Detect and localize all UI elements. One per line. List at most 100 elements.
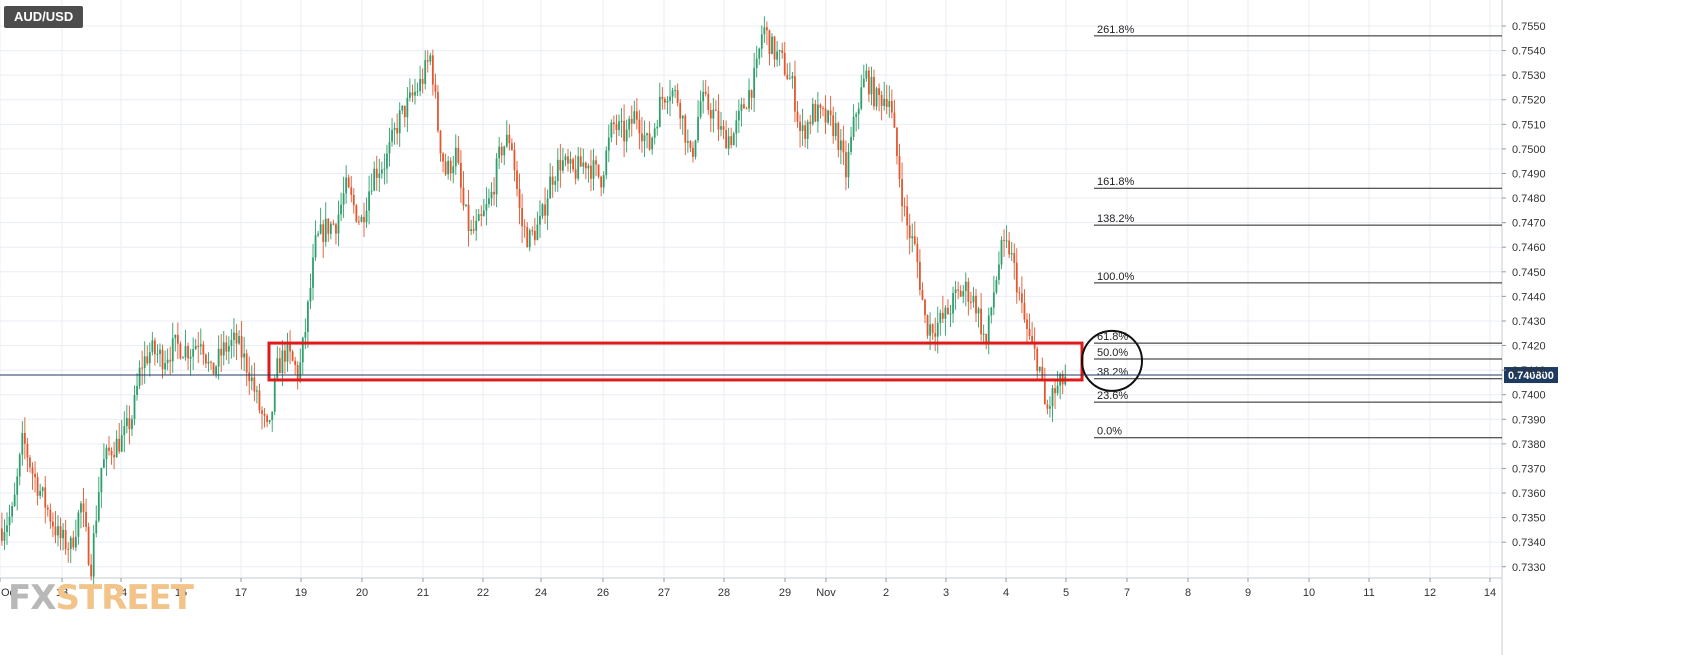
candle-body [788,78,791,80]
candle-body [439,130,442,154]
candle-body [493,191,495,195]
candle-body [416,91,419,93]
candle-body [564,156,567,161]
y-tick-label: 0.7350 [1512,513,1546,525]
candle-body [197,345,200,347]
candle-body [164,363,166,370]
candle-body [732,133,735,146]
candle-body [411,92,414,96]
logo-part-2: STREET [55,578,194,618]
candle-body [8,516,11,526]
candle-body [987,315,990,342]
candle-body [809,121,812,124]
candle-body [615,124,618,130]
candle-body [6,525,8,532]
candle-body [210,361,212,363]
candle-body [518,188,521,209]
candle-body [635,111,638,120]
candle-body [233,332,235,340]
fib-label: 138.2% [1097,213,1135,225]
candle-body [470,229,472,231]
candle-body [92,533,95,577]
candle-body [661,96,664,99]
candle-body [924,299,926,316]
candle-body [11,506,13,517]
y-tick-label: 0.7470 [1512,218,1546,230]
candle-body [697,117,699,141]
candle-body [301,337,304,363]
candle-body [686,141,689,143]
candle-body [500,146,503,156]
candle-body [18,454,21,477]
grid [0,0,1503,655]
candle-body [189,356,192,359]
candle-body [110,450,113,456]
candle-body [931,324,934,334]
candle-body [169,359,172,362]
fib-label: 100.0% [1097,271,1135,283]
candle-body [327,218,330,234]
candle-body [360,216,363,222]
candle-body [513,149,516,171]
candle-body [80,503,82,513]
candle-body [3,531,6,541]
candle-body [539,216,541,225]
candle-body [475,220,478,231]
candle-body [546,198,549,216]
candle-body [600,176,603,188]
y-tick-label: 0.7430 [1512,316,1546,328]
candle-body [419,78,421,92]
candle-body [138,367,141,386]
candle-body [1043,378,1046,405]
candle-body [758,48,761,59]
candle-body [590,165,592,179]
candle-body [424,60,427,84]
x-tick-label: Oct [1,587,18,599]
candle-body [278,358,281,374]
candle-body [569,159,572,164]
candle-body [148,352,151,364]
candle-body [901,179,903,207]
candle-body [166,359,169,364]
time-axis: Oct 13 14 15 17 19 20 21 22 24 26 27 28 29 Nov 2 3 4 5 7 8 9 1… [0,578,1496,599]
candle-body [1023,302,1026,320]
candle-body [720,126,722,130]
candle-body [409,92,411,98]
x-tick-label: 4 [1003,587,1009,599]
candle-body [396,128,399,134]
x-tick-label: 21 [417,587,429,599]
candle-body [358,221,360,223]
symbol-badge[interactable]: AUD/USD [4,6,84,28]
candle-body [781,50,784,53]
candle-body [220,348,223,356]
y-tick-label: 0.7390 [1512,414,1546,426]
candle-body [105,447,108,460]
candle-body [477,214,480,221]
candle-body [694,140,697,157]
y-tick-label: 0.7490 [1512,168,1546,180]
candle-body [202,344,205,355]
candle-body [954,289,957,294]
candle-body [737,110,740,121]
candle-body [13,494,16,507]
candle-body [480,214,483,216]
candle-body [194,345,197,350]
x-tick-label: 12 [1424,587,1436,599]
candle-body [1031,335,1033,342]
candle-body [36,477,39,496]
candle-body [322,224,325,242]
candle-body [551,176,554,185]
candle-body [503,146,506,156]
x-tick-label: 29 [779,587,791,599]
candle-body [679,102,682,119]
candle-body [225,342,228,352]
fib-label: 0.0% [1097,426,1122,438]
candle-body [727,136,730,149]
candle-body [516,170,518,189]
y-tick-label: 0.7400 [1512,390,1546,402]
candle-body [296,365,299,379]
candle-body [1028,329,1031,336]
y-tick-label: 0.7530 [1512,70,1546,82]
candle-body [52,521,54,527]
